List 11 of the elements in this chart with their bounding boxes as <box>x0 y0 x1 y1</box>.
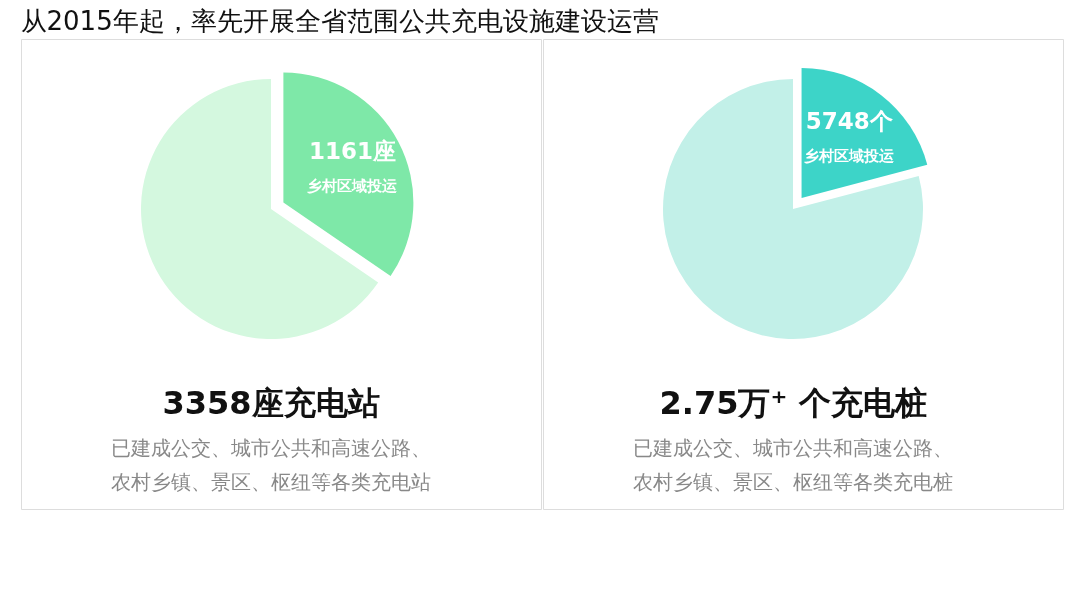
text: 3358座充电站 <box>162 384 380 422</box>
chart-title: 从2015年起，率先开展全省范围公共充电设施建设运营 <box>20 5 659 36</box>
text: 2.75万⁺ 个充电桩 <box>659 384 927 422</box>
data-label: 5748个 <box>805 108 893 135</box>
text: 已建成公交、城市公共和高速公路、 <box>633 436 953 460</box>
slice-label: 乡村区域投运 <box>307 177 399 196</box>
data-label: 1161座 <box>308 138 396 165</box>
text: 农村乡镇、景区、枢纽等各类充电站 <box>111 470 431 494</box>
slice-label: 乡村区域投运 <box>804 147 896 166</box>
text: 农村乡镇、景区、枢纽等各类充电桩 <box>633 470 953 494</box>
text: 已建成公交、城市公共和高速公路、 <box>111 436 431 460</box>
